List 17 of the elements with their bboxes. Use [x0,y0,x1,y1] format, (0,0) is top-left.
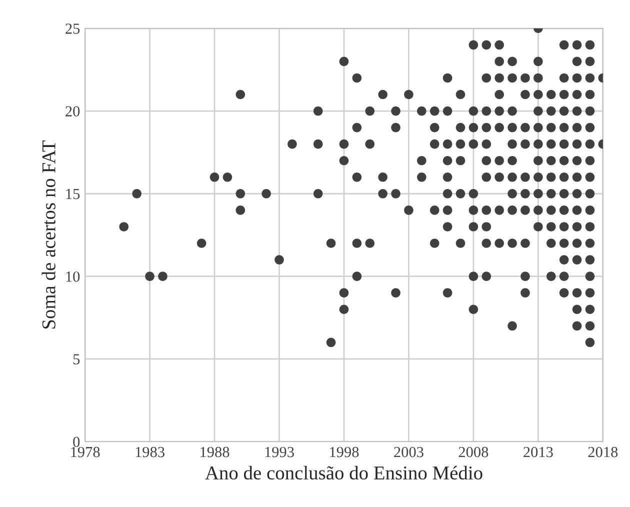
x-tick-label: 2018 [588,446,618,458]
x-tick-label: 1998 [330,446,359,458]
y-tick-label: 20 [66,106,80,116]
y-tick-label: 0 [73,436,80,448]
y-tick-label: 10 [66,271,80,282]
x-tick-label: 1993 [265,446,294,458]
x-tick-label: 1978 [71,446,100,458]
x-tick-label: 2008 [458,446,488,458]
x-tick-label: 1983 [136,446,164,458]
x-tick-label: 2003 [394,446,424,458]
y-tick-label: 15 [66,188,80,200]
x-tick-label: 1988 [200,446,230,458]
x-axis-title: Ano de conclusão do Ensino Médio [205,466,482,480]
x-tick-label: 2013 [524,446,553,458]
y-tick-label: 25 [66,24,80,34]
y-axis-title: Soma de acertos no FAT [42,140,56,329]
y-tick-label: 5 [73,354,80,364]
